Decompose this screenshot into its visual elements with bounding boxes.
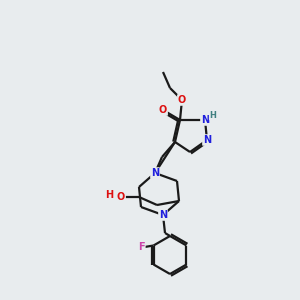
Text: O: O — [178, 95, 186, 105]
Text: N: N — [203, 135, 211, 145]
Text: H: H — [105, 190, 113, 200]
Text: F: F — [138, 242, 145, 253]
Text: H: H — [210, 110, 216, 119]
Text: N: N — [151, 168, 159, 178]
Text: N: N — [201, 115, 209, 125]
Text: N: N — [159, 210, 167, 220]
Text: O: O — [159, 105, 167, 115]
Text: O: O — [117, 192, 125, 202]
